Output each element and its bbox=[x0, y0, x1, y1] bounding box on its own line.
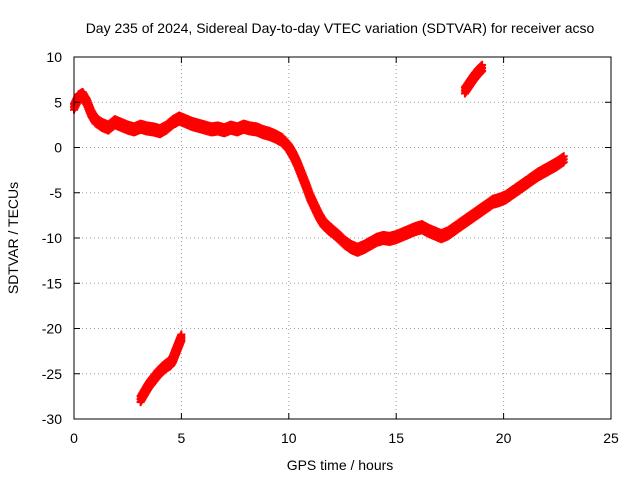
chart-title: Day 235 of 2024, Sidereal Day-to-day VTE… bbox=[86, 20, 595, 36]
data-point bbox=[478, 66, 487, 75]
y-tick-label: 5 bbox=[54, 94, 62, 110]
x-tick-label: 5 bbox=[178, 430, 186, 446]
y-tick-label: 10 bbox=[46, 49, 62, 65]
series-sdtvar-low bbox=[136, 330, 186, 407]
x-tick-label: 0 bbox=[70, 430, 78, 446]
data-point bbox=[559, 158, 568, 167]
x-tick-label: 25 bbox=[603, 430, 619, 446]
y-tick-label: -25 bbox=[42, 366, 62, 382]
y-tick-label: -20 bbox=[42, 321, 62, 337]
data-series bbox=[70, 60, 568, 407]
x-tick-label: 20 bbox=[496, 430, 512, 446]
y-tick-label: -5 bbox=[50, 185, 63, 201]
y-tick-label: -10 bbox=[42, 230, 62, 246]
x-axis-label: GPS time / hours bbox=[287, 457, 394, 473]
series-sdtvar-high bbox=[460, 60, 487, 98]
axis-ticks: 0 5 10 15 20 25 -30 -25 -20 -15 -10 -5 0 5 10 bbox=[42, 49, 619, 446]
x-tick-label: 15 bbox=[388, 430, 404, 446]
x-tick-label: 10 bbox=[281, 430, 297, 446]
data-point bbox=[177, 336, 186, 345]
y-tick-label: -15 bbox=[42, 275, 62, 291]
y-tick-label: -30 bbox=[42, 411, 62, 427]
y-tick-label: 0 bbox=[54, 140, 62, 156]
series-sdtvar-main bbox=[70, 88, 568, 257]
y-axis-label: SDTVAR / TECUs bbox=[5, 182, 21, 294]
